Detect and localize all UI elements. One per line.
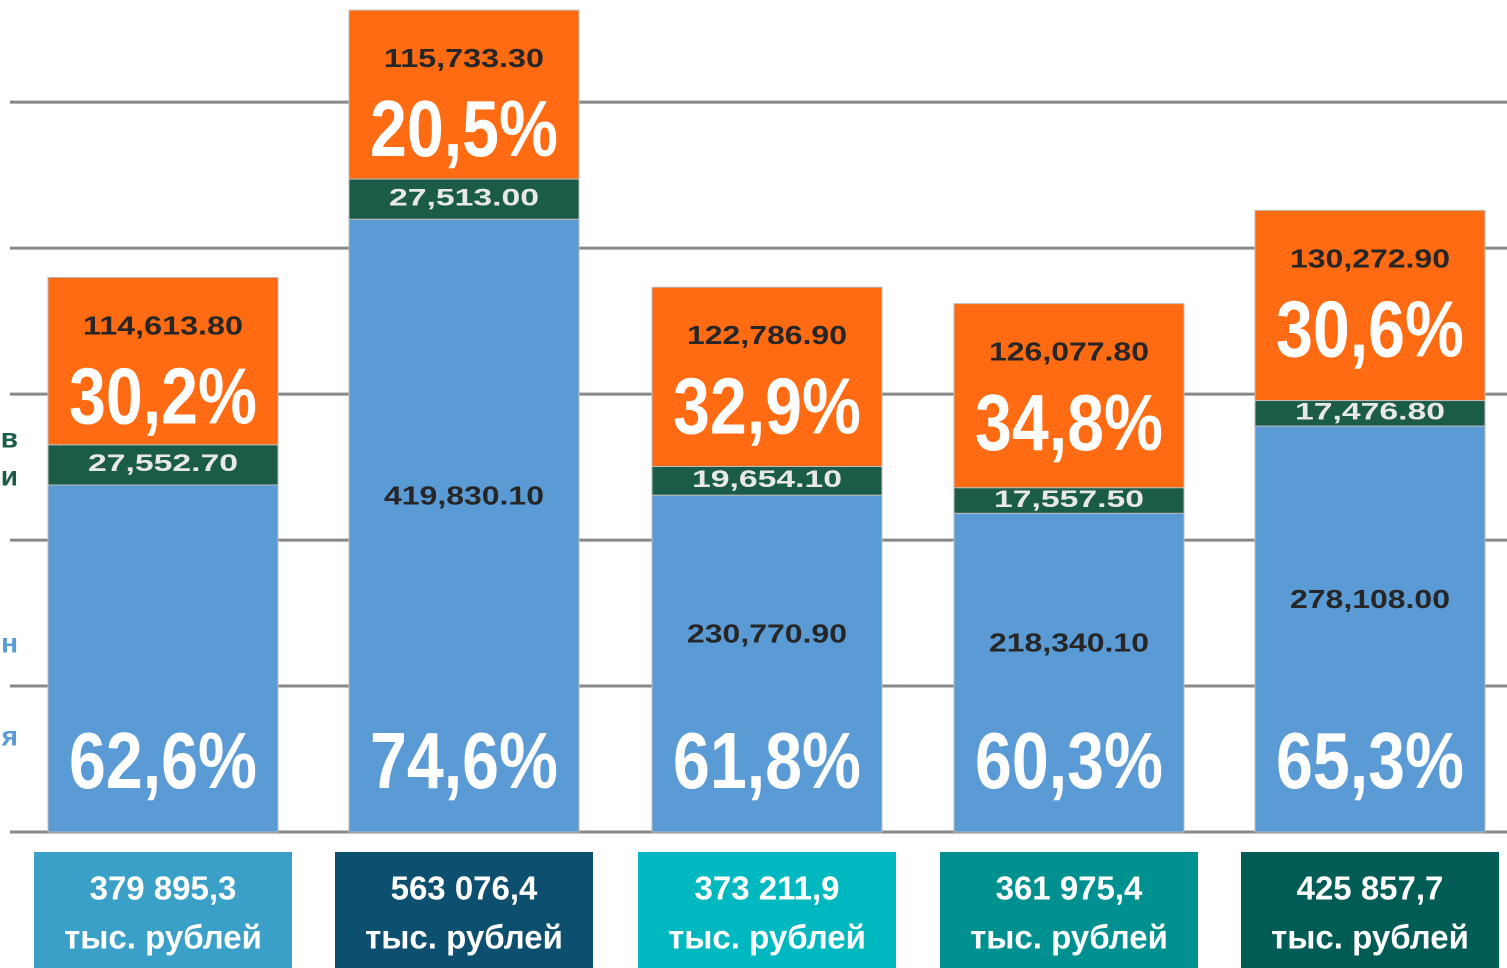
- value-label: 19,654.10: [692, 466, 842, 493]
- total-unit: тыс. рублей: [668, 919, 866, 956]
- total-unit: тыс. рублей: [365, 919, 563, 956]
- bar-segment: [953, 303, 1185, 489]
- bar-segment: [348, 218, 580, 833]
- bar-segment: [348, 9, 580, 180]
- total-box: [1241, 852, 1499, 968]
- bar-segment: [953, 512, 1185, 833]
- percent-label: 62,6%: [69, 716, 257, 805]
- value-label: 130,272.90: [1290, 243, 1450, 273]
- bar-segment: [953, 487, 1185, 514]
- value-label: 218,340.10: [989, 628, 1149, 658]
- value-label: 114,613.80: [83, 310, 243, 340]
- total-value: 563 076,4: [391, 870, 538, 907]
- bar-segment: [348, 178, 580, 220]
- total-unit: тыс. рублей: [970, 919, 1168, 956]
- total-unit: тыс. рублей: [64, 919, 262, 956]
- legend-fragment: н: [1, 627, 18, 658]
- total-box: [638, 852, 896, 968]
- total-box: [335, 852, 593, 968]
- total-value: 373 211,9: [695, 870, 840, 907]
- bar-segment: [47, 484, 279, 833]
- value-label: 122,786.90: [687, 320, 847, 350]
- value-label: 115,733.30: [384, 43, 544, 73]
- total-value: 425 857,7: [1297, 870, 1444, 907]
- percent-label: 74,6%: [370, 716, 558, 805]
- percent-label: 32,9%: [673, 361, 861, 450]
- total-value: 361 975,4: [996, 870, 1143, 907]
- percent-label: 65,3%: [1276, 716, 1464, 805]
- total-value: 379 895,3: [90, 870, 237, 907]
- value-label: 17,476.80: [1295, 399, 1445, 426]
- bar-segment: [47, 444, 279, 486]
- value-label: 27,513.00: [389, 184, 539, 211]
- legend-fragment: и: [1, 460, 18, 491]
- percent-label: 61,8%: [673, 716, 861, 805]
- bar-segment: [1254, 400, 1486, 427]
- bar-segment: [1254, 425, 1486, 833]
- percent-label: 34,8%: [975, 378, 1163, 467]
- value-label: 419,830.10: [384, 480, 544, 510]
- value-label: 17,557.50: [994, 486, 1144, 513]
- value-label: 278,108.00: [1290, 584, 1450, 614]
- percent-label: 30,2%: [69, 352, 257, 441]
- value-label: 230,770.90: [687, 618, 847, 648]
- total-box: [34, 852, 292, 968]
- legend-fragment: в: [1, 422, 18, 453]
- percent-label: 20,5%: [370, 84, 558, 173]
- legend-fragment: я: [1, 720, 18, 751]
- bar-segment: [651, 286, 883, 467]
- value-label: 27,552.70: [88, 450, 238, 477]
- bar-segment: [651, 465, 883, 496]
- total-unit: тыс. рублей: [1271, 919, 1469, 956]
- bar-segment: [1254, 209, 1486, 402]
- percent-label: 30,6%: [1276, 285, 1464, 374]
- bar-segment: [651, 494, 883, 833]
- bar-segment: [47, 276, 279, 446]
- percent-label: 60,3%: [975, 716, 1163, 805]
- value-label: 126,077.80: [989, 337, 1149, 367]
- total-box: [940, 852, 1198, 968]
